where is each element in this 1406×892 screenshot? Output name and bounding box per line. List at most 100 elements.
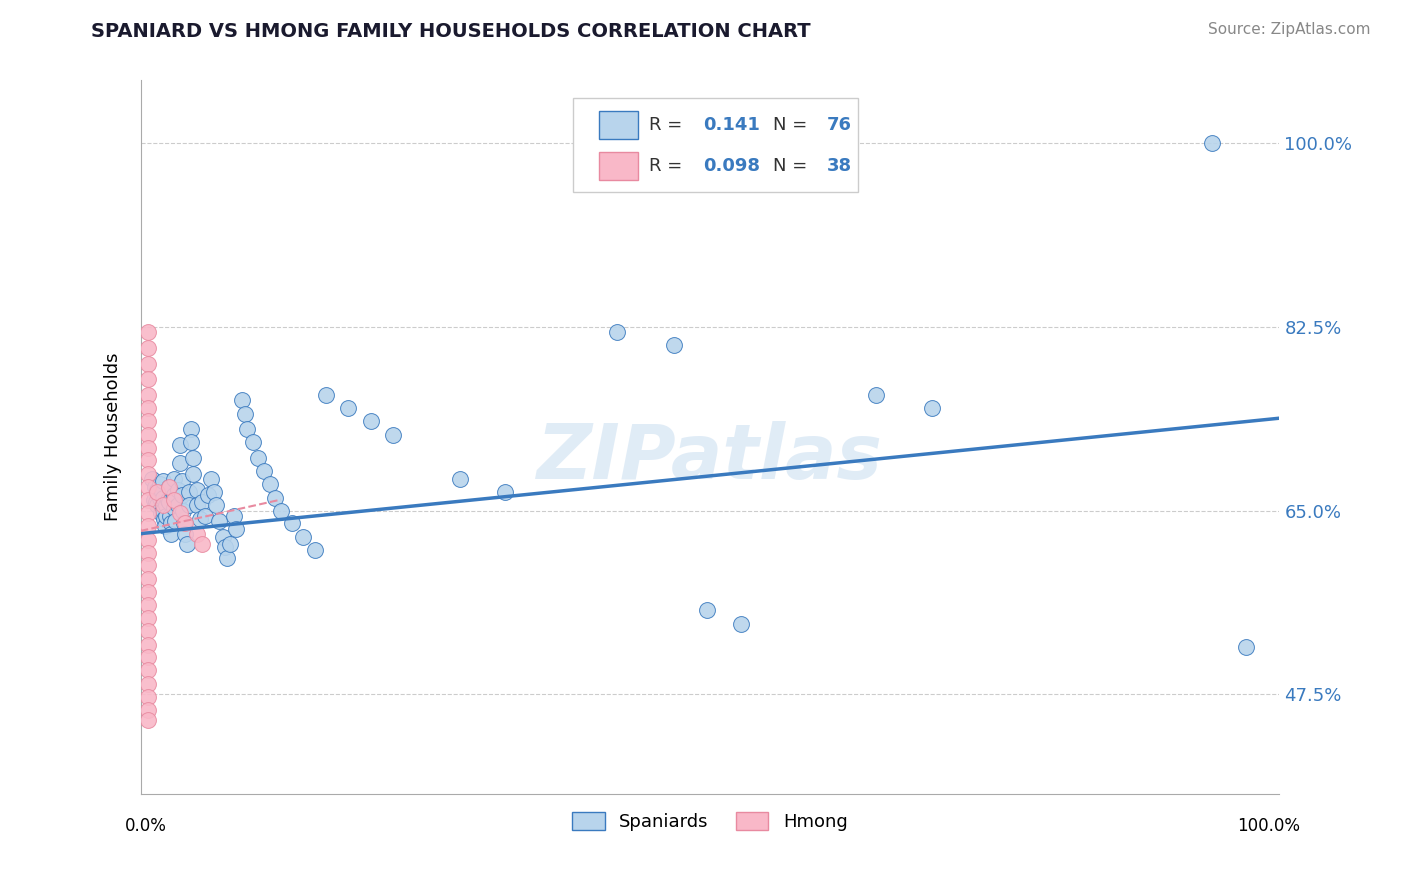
Point (193, 508, 215, 523)
Point (315, 388, 337, 402)
Point (138, 493, 160, 508)
Point (166, 498, 188, 512)
Point (225, 523, 247, 537)
Point (304, 543, 326, 558)
Point (176, 537, 198, 551)
Point (233, 407, 256, 421)
Point (382, 428, 405, 442)
Point (696, 603, 718, 617)
Point (202, 484, 225, 499)
Text: N =: N = (773, 116, 813, 134)
Point (292, 530, 315, 544)
Point (146, 484, 169, 499)
Point (138, 341, 160, 355)
Point (222, 508, 245, 523)
Point (337, 401, 360, 415)
Point (174, 516, 197, 530)
Point (146, 498, 169, 512)
Point (360, 414, 382, 428)
Text: R =: R = (650, 116, 689, 134)
Text: SPANIARD VS HMONG FAMILY HOUSEHOLDS CORRELATION CHART: SPANIARD VS HMONG FAMILY HOUSEHOLDS CORR… (91, 22, 811, 41)
Point (155, 519, 177, 533)
Point (177, 484, 200, 499)
Point (606, 325, 628, 339)
Point (180, 422, 202, 436)
Point (231, 393, 253, 408)
Point (865, 388, 887, 402)
Point (138, 572, 160, 586)
Point (138, 357, 160, 371)
Point (197, 488, 219, 502)
FancyBboxPatch shape (599, 111, 638, 139)
Point (138, 453, 160, 467)
Point (177, 498, 200, 512)
Text: 0.0%: 0.0% (125, 817, 167, 835)
Point (146, 483, 169, 497)
Text: N =: N = (773, 157, 813, 175)
Point (152, 503, 174, 517)
Point (730, 616, 752, 631)
Point (208, 514, 231, 528)
Point (138, 690, 160, 705)
Point (169, 438, 191, 452)
Point (138, 598, 160, 612)
Point (138, 388, 160, 402)
Text: ZIPatlas: ZIPatlas (537, 422, 883, 495)
Point (138, 480, 160, 494)
Point (211, 530, 233, 544)
Point (138, 703, 160, 717)
Point (138, 545, 160, 559)
Point (494, 484, 516, 499)
Point (169, 456, 191, 470)
Point (214, 541, 236, 555)
Point (186, 483, 208, 497)
Point (138, 714, 160, 728)
Point (921, 401, 943, 415)
Point (143, 480, 166, 494)
Point (215, 550, 238, 565)
Point (138, 676, 160, 690)
Point (138, 650, 160, 665)
Point (253, 464, 276, 478)
Point (200, 472, 222, 486)
Point (149, 506, 172, 520)
Point (138, 638, 160, 652)
Point (204, 498, 226, 512)
Point (174, 526, 197, 541)
Point (138, 372, 160, 386)
Point (449, 472, 471, 486)
Text: Source: ZipAtlas.com: Source: ZipAtlas.com (1208, 22, 1371, 37)
Point (138, 610, 160, 624)
Point (138, 414, 160, 428)
Text: 0.098: 0.098 (703, 157, 759, 175)
Point (143, 493, 166, 508)
Point (186, 498, 208, 512)
Point (138, 467, 160, 481)
Point (157, 495, 180, 509)
Text: 38: 38 (827, 157, 852, 175)
Point (138, 428, 160, 442)
Point (173, 516, 195, 530)
Point (163, 472, 186, 486)
Point (183, 467, 205, 481)
Point (138, 585, 160, 599)
Point (160, 516, 183, 530)
Point (180, 435, 202, 450)
Point (247, 451, 270, 466)
Point (138, 519, 160, 533)
Point (138, 624, 160, 639)
Text: 0.141: 0.141 (703, 116, 759, 134)
Text: R =: R = (650, 157, 689, 175)
Point (172, 488, 194, 502)
Point (662, 337, 685, 351)
Point (155, 508, 177, 523)
Point (149, 477, 172, 491)
Point (163, 501, 186, 516)
Point (1234, 640, 1257, 654)
Y-axis label: Family Households: Family Households (104, 353, 122, 521)
Point (259, 477, 281, 491)
Point (149, 491, 172, 505)
Point (145, 495, 167, 509)
Point (138, 663, 160, 677)
Point (183, 451, 205, 466)
